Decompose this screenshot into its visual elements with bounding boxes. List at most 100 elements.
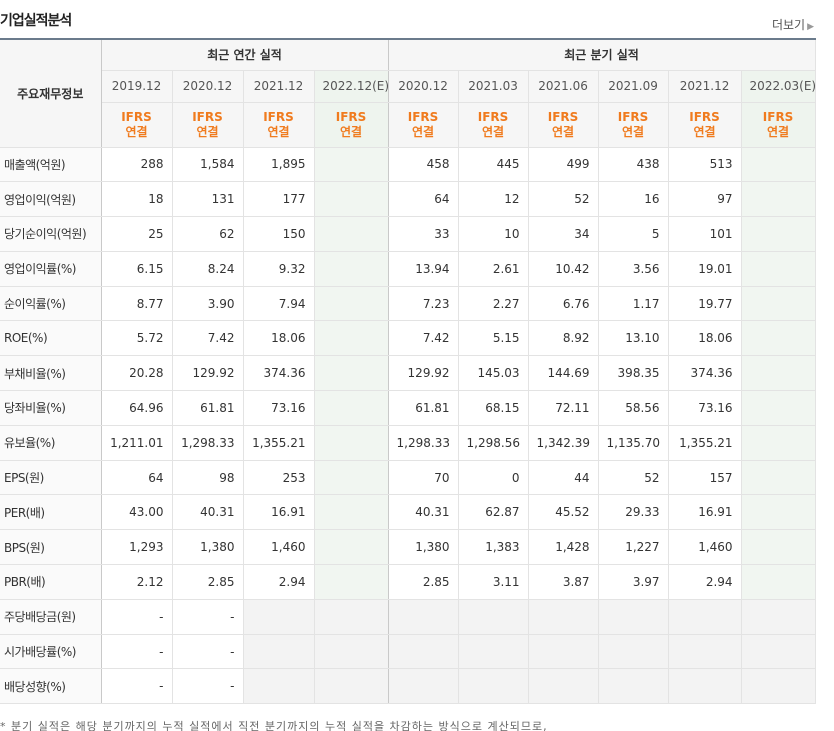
annual-value xyxy=(243,598,315,635)
header-period-row: 2019.12 2020.12 2021.12 2022.12(E) 2020.12 20… xyxy=(0,70,816,103)
header-standard-row: IFRS 연결 IFRS 연결 IFRS 연결 IFRS 연결 IFRS 연결 IFRS 연결 IFRS… xyxy=(0,102,816,148)
table-row: 순이익률(%) 8.77 3.90 7.94 7.23 2.27 6.76 1.17 19.77 xyxy=(0,286,816,322)
annual-value: 61.81 xyxy=(172,390,244,426)
quarter-value xyxy=(528,634,599,670)
annual-value: 7.94 xyxy=(243,286,315,322)
standard-ifrs: IFRS xyxy=(407,109,439,124)
annual-value xyxy=(314,668,389,705)
quarter-value xyxy=(741,355,816,392)
row-label: 부채비율(%) xyxy=(0,355,102,392)
annual-value: 177 xyxy=(243,181,315,218)
annual-value: 2.12 xyxy=(101,564,173,600)
annual-value xyxy=(314,181,389,218)
standard-consolidated: 연결 xyxy=(412,124,435,139)
quarter-value: 374.36 xyxy=(668,355,742,392)
table-row: 영업이익(억원) 18 131 177 64 12 52 16 97 xyxy=(0,181,816,218)
more-link[interactable]: 더보기 ▶ xyxy=(772,16,814,33)
row-label: 배당성향(%) xyxy=(0,668,102,705)
quarter-value: 61.81 xyxy=(388,390,459,426)
quarter-value: 2.27 xyxy=(458,286,529,322)
row-label: BPS(원) xyxy=(0,529,102,566)
quarter-value: 10 xyxy=(458,216,529,252)
annual-value: 1,380 xyxy=(172,529,244,566)
quarter-value: 157 xyxy=(668,459,742,496)
quarter-value xyxy=(458,668,529,705)
quarter-value: 8.92 xyxy=(528,320,599,357)
quarter-value: 73.16 xyxy=(668,390,742,426)
quarter-value: 445 xyxy=(458,147,529,183)
annual-value: 1,895 xyxy=(243,147,315,183)
quarter-value: 19.77 xyxy=(668,286,742,322)
annual-value: 1,460 xyxy=(243,529,315,566)
quarter-value: 129.92 xyxy=(388,355,459,392)
quarter-value: 12 xyxy=(458,181,529,218)
row-header-label: 주요재무정보 xyxy=(0,38,102,148)
quarter-value: 5 xyxy=(598,216,669,252)
accounting-standard: IFRS 연결 xyxy=(388,102,459,148)
standard-consolidated: 연결 xyxy=(339,124,363,139)
quarter-value: 70 xyxy=(388,459,459,496)
quarter-value: 145.03 xyxy=(458,355,529,392)
quarter-value: 7.23 xyxy=(388,286,459,322)
quarter-value: 1,380 xyxy=(388,529,459,566)
accounting-standard: IFRS 연결 xyxy=(458,102,529,148)
row-label: 시가배당률(%) xyxy=(0,634,102,670)
period-header: 2019.12 xyxy=(101,70,173,103)
quarter-value: 3.97 xyxy=(598,564,669,600)
quarter-value xyxy=(741,216,816,252)
annual-value: 6.15 xyxy=(101,250,173,287)
quarter-value xyxy=(741,634,816,670)
standard-consolidated: 연결 xyxy=(196,124,219,139)
annual-value xyxy=(314,250,389,287)
quarter-value: 1,460 xyxy=(668,529,742,566)
quarter-value xyxy=(528,668,599,705)
accounting-standard: IFRS 연결 xyxy=(172,102,244,148)
quarter-value xyxy=(741,425,816,461)
table-row: 매출액(억원) 288 1,584 1,895 458 445 499 438 513 xyxy=(0,147,816,183)
period-header: 2021.03 xyxy=(458,70,529,103)
table-row: 시가배당률(%) - - xyxy=(0,634,816,670)
quarter-value: 3.87 xyxy=(528,564,599,600)
period-header: 2021.12 xyxy=(668,70,742,103)
annual-value: 150 xyxy=(243,216,315,252)
quarter-value: 18.06 xyxy=(668,320,742,357)
annual-value: 20.28 xyxy=(101,355,173,392)
quarter-value xyxy=(741,459,816,496)
quarter-value: 68.15 xyxy=(458,390,529,426)
quarter-value xyxy=(458,598,529,635)
standard-consolidated: 연결 xyxy=(552,124,575,139)
period-header: 2021.09 xyxy=(598,70,669,103)
annual-value: 253 xyxy=(243,459,315,496)
annual-value: - xyxy=(101,598,173,635)
annual-value: - xyxy=(101,634,173,670)
annual-value: 131 xyxy=(172,181,244,218)
period-header: 2021.06 xyxy=(528,70,599,103)
quarter-value: 19.01 xyxy=(668,250,742,287)
annual-value: 43.00 xyxy=(101,494,173,531)
annual-value: 8.24 xyxy=(172,250,244,287)
quarter-value: 398.35 xyxy=(598,355,669,392)
quarter-value xyxy=(598,598,669,635)
period-header: 2021.12 xyxy=(243,70,315,103)
annual-value: 1,584 xyxy=(172,147,244,183)
quarter-value: 5.15 xyxy=(458,320,529,357)
section-title: 기업실적분석 xyxy=(0,13,72,29)
annual-value: 8.77 xyxy=(101,286,173,322)
quarter-value xyxy=(668,668,742,705)
annual-value: 62 xyxy=(172,216,244,252)
annual-group-header: 최근 연간 실적 xyxy=(101,38,389,71)
quarter-value xyxy=(741,147,816,183)
quarter-value xyxy=(741,598,816,635)
quarter-value xyxy=(528,598,599,635)
quarter-group-header: 최근 분기 실적 xyxy=(388,38,816,71)
standard-ifrs: IFRS xyxy=(192,109,223,124)
standard-ifrs: IFRS xyxy=(617,109,649,124)
table-row: 배당성향(%) - - xyxy=(0,668,816,705)
quarter-value: 13.94 xyxy=(388,250,459,287)
quarter-value xyxy=(741,529,816,566)
accounting-standard: IFRS 연결 xyxy=(598,102,669,148)
annual-value: 73.16 xyxy=(243,390,315,426)
annual-value xyxy=(314,216,389,252)
footnote: * 분기 실적은 해당 분기까지의 누적 실적에서 직전 분기까지의 누적 실적… xyxy=(0,720,548,731)
annual-value: 40.31 xyxy=(172,494,244,531)
